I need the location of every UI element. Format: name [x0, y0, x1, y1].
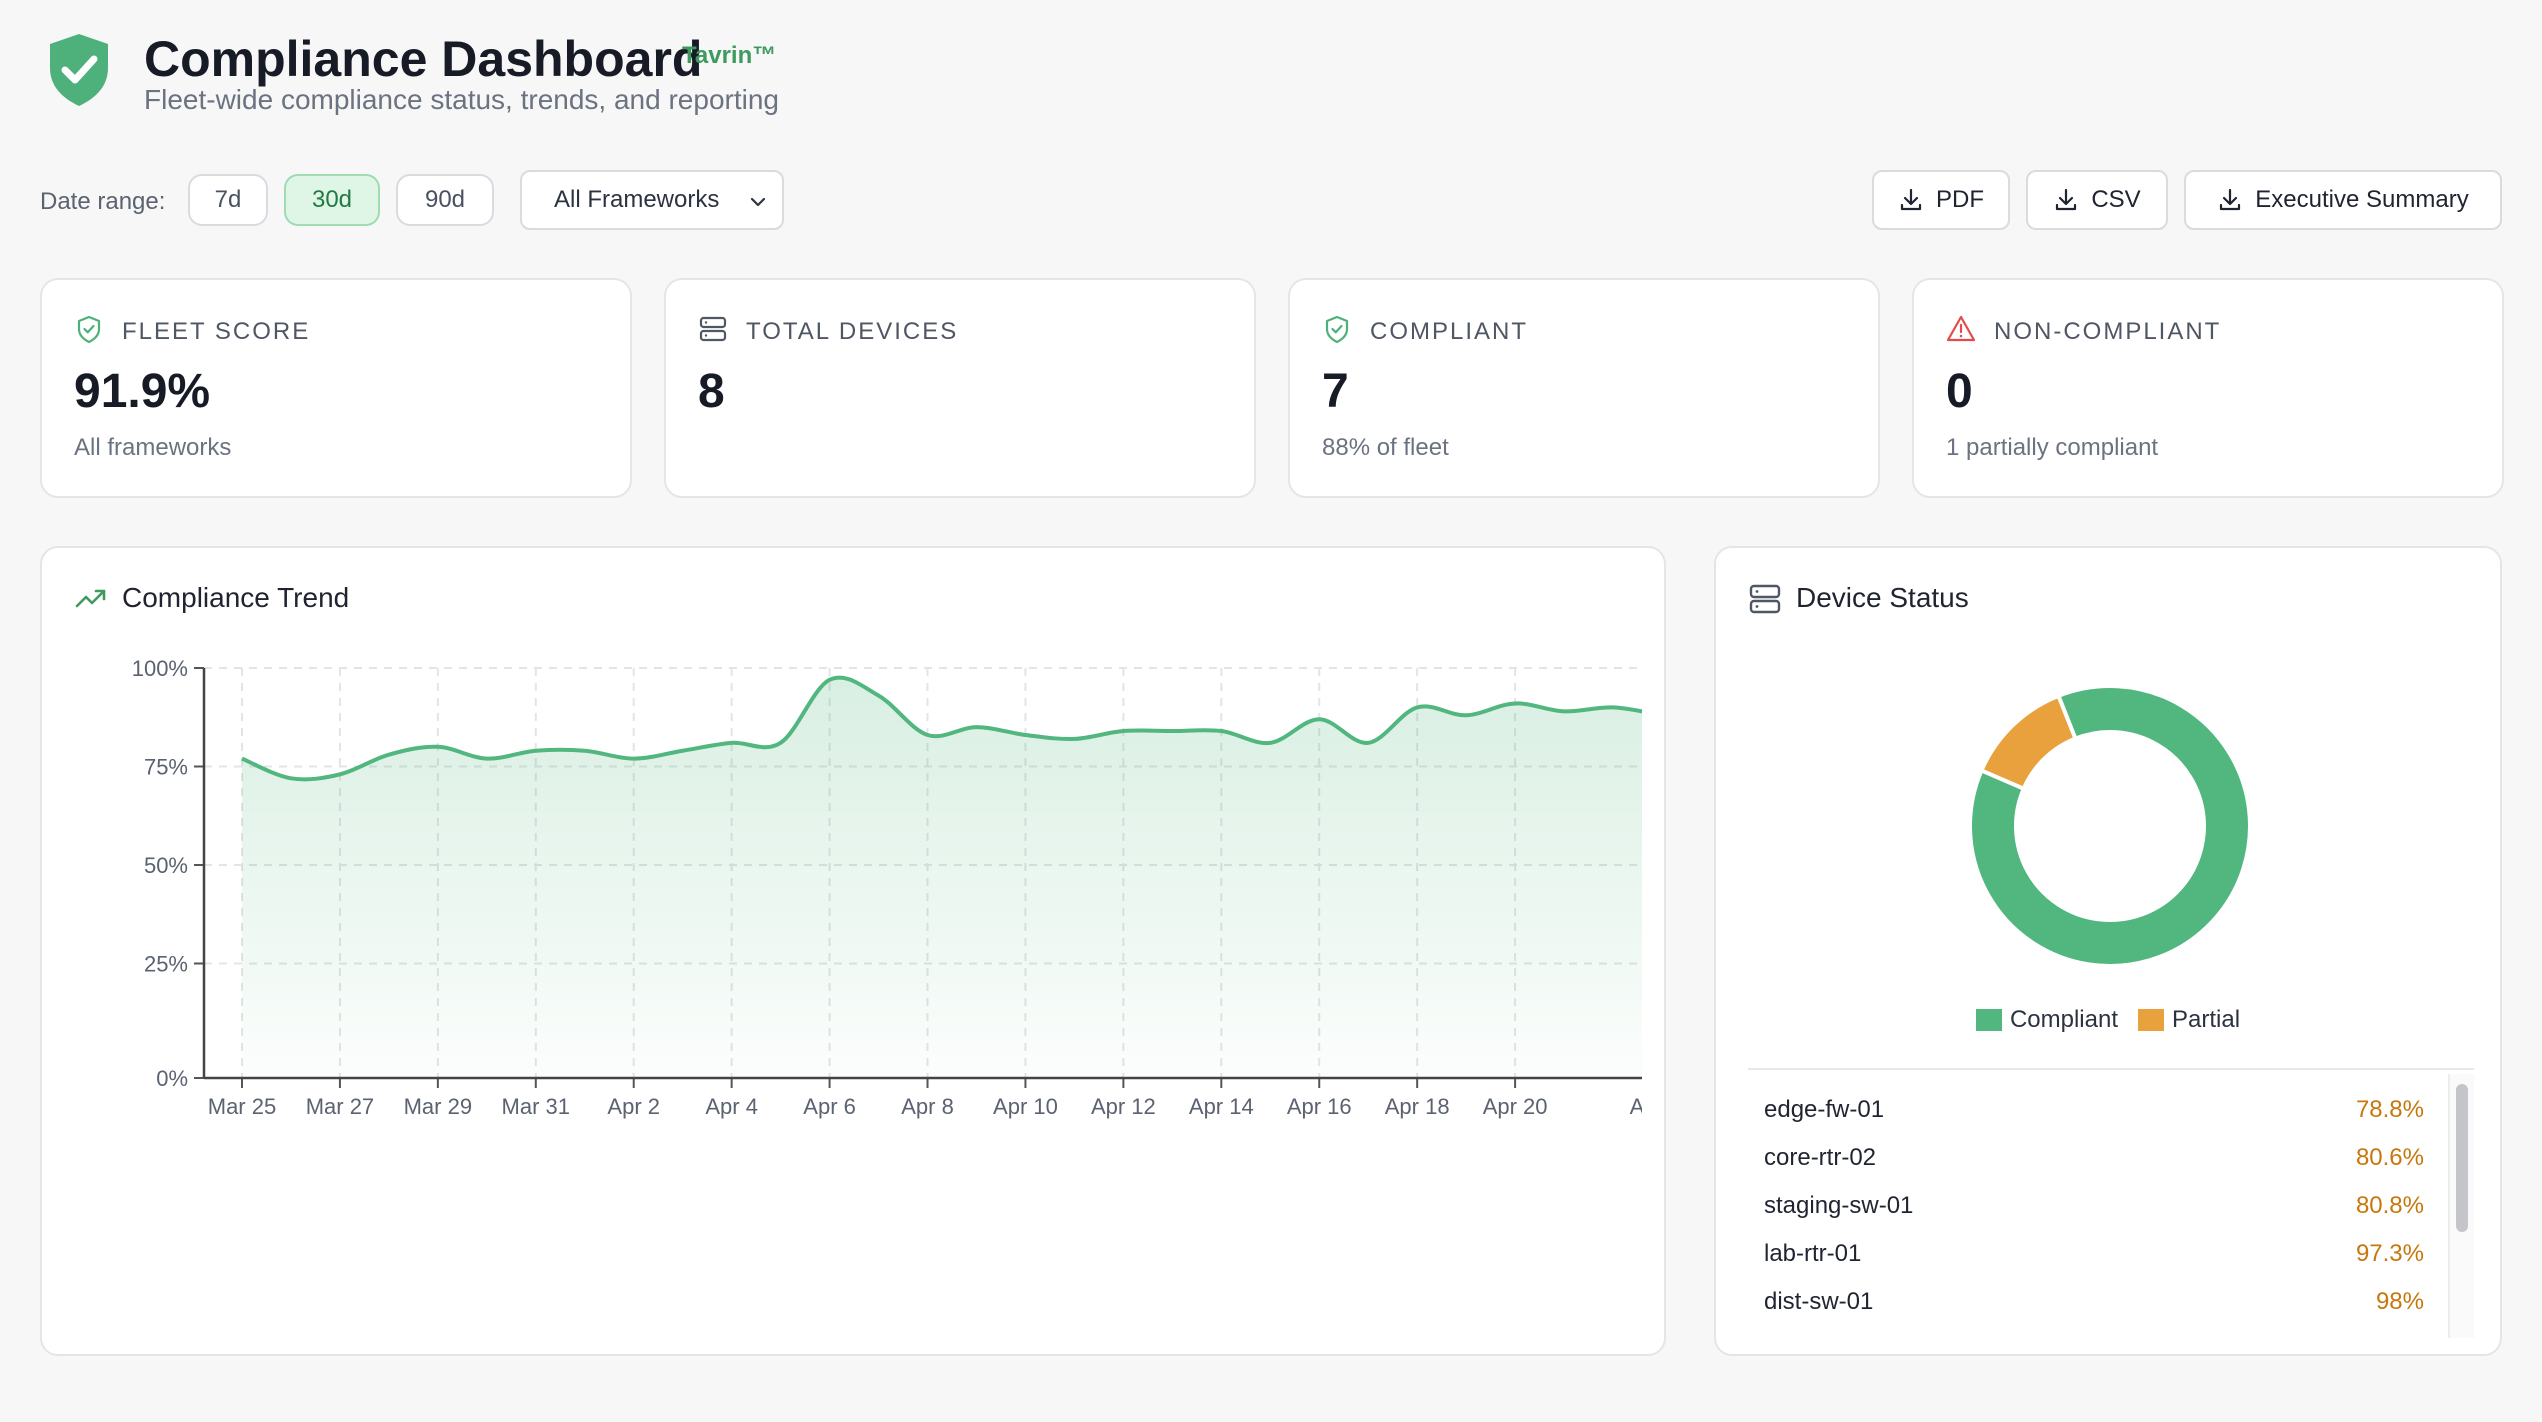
stat-subtext: 1 partially compliant	[1946, 434, 2159, 461]
stat-label: COMPLIANT	[1370, 318, 1529, 345]
x-tick-label: Mar 27	[306, 1094, 374, 1119]
server-icon	[699, 316, 727, 342]
x-tick-label: Mar 31	[502, 1094, 570, 1119]
range-7d-button[interactable]: 7d	[188, 174, 268, 226]
shield-check-icon	[77, 315, 101, 344]
legend-label: Compliant	[2009, 1006, 2118, 1033]
compliance-trend-chart: 0% 25% 50% 75% 100% Mar 25 Mar 27 Mar 29 Mar 31 A…	[132, 656, 1642, 1119]
stat-card-non-compliant: NON-COMPLIANT 0 1 partially compliant	[1912, 278, 2504, 498]
download-icon	[2056, 188, 2077, 211]
scrollbar-thumb[interactable]	[2456, 1084, 2468, 1232]
download-icon	[1900, 188, 1922, 211]
date-range-label: Date range:	[40, 188, 166, 215]
list-item[interactable]: dist-sw-01 98%	[1764, 1278, 2424, 1326]
range-90d-button[interactable]: 90d	[396, 174, 494, 226]
stat-value: 8	[698, 365, 725, 418]
page-title: Compliance Dashboard	[144, 31, 703, 87]
device-status-donut-chart	[1968, 684, 2252, 968]
range-30d-button[interactable]: 30d	[284, 174, 380, 226]
x-tick-label: Apr 16	[1287, 1094, 1352, 1119]
chevron-down-icon	[750, 197, 766, 207]
x-tick-label: Apr 10	[993, 1094, 1058, 1119]
export-executive-summary-label: Executive Summary	[2255, 186, 2469, 213]
device-score: 80.6%	[2355, 1144, 2424, 1171]
legend-swatch	[2138, 1009, 2164, 1031]
framework-select-value: All Frameworks	[554, 186, 720, 213]
stat-value: 7	[1322, 365, 1349, 418]
legend-swatch	[1975, 1009, 2002, 1031]
export-csv-button[interactable]: CSV	[2026, 170, 2168, 230]
x-tick-label: Apr 4	[705, 1094, 758, 1119]
shield-check-icon	[50, 34, 108, 106]
stat-label: FLEET SCORE	[122, 318, 311, 345]
device-score: 97.3%	[2355, 1240, 2424, 1267]
device-name: edge-fw-01	[1764, 1096, 1885, 1123]
trending-up-icon	[75, 589, 106, 608]
device-list[interactable]: edge-fw-01 78.8% core-rtr-02 80.6% stagi…	[1748, 1068, 2474, 1338]
shield-check-icon	[1325, 315, 1349, 344]
stat-value: 0	[1946, 365, 1973, 418]
x-tick-label: Mar 29	[404, 1094, 472, 1119]
stat-card-total-devices: TOTAL DEVICES 8	[664, 278, 1256, 498]
brand-name: Tavrin™	[682, 42, 777, 69]
toolbar: Date range: 7d 30d 90d All Frameworks PD…	[40, 170, 2502, 230]
donut-slice-compliant	[1968, 684, 2252, 968]
panel-title: Compliance Trend	[122, 582, 350, 613]
x-tick-label: Apr 14	[1189, 1094, 1254, 1119]
list-item[interactable]: lab-rtr-01 97.3%	[1764, 1230, 2424, 1278]
device-status-panel: Device Status Compliant Partial edge-fw-…	[1714, 546, 2502, 1356]
panel-title: Device Status	[1796, 582, 1969, 613]
stat-card-compliant: COMPLIANT 7 88% of fleet	[1288, 278, 1880, 498]
legend-item-compliant: Compliant	[1975, 1006, 2118, 1034]
export-pdf-label: PDF	[1936, 186, 1984, 213]
export-executive-summary-button[interactable]: Executive Summary	[2184, 170, 2502, 230]
stat-subtext: All frameworks	[74, 434, 232, 461]
y-tick-label: 0%	[156, 1066, 188, 1091]
x-tick-label: Apr 6	[803, 1094, 856, 1119]
legend-label: Partial	[2172, 1006, 2241, 1033]
x-tick-label: Mar 25	[208, 1094, 276, 1119]
list-item[interactable]: edge-fw-01 78.8%	[1764, 1086, 2424, 1134]
device-score: 80.8%	[2355, 1192, 2424, 1219]
alert-triangle-icon	[1946, 315, 1976, 342]
x-tick-label: Apr 2	[607, 1094, 660, 1119]
stat-label: NON-COMPLIANT	[1994, 318, 2222, 345]
device-name: lab-rtr-01	[1764, 1240, 1862, 1267]
stat-value: 91.9%	[74, 365, 211, 418]
list-item[interactable]: staging-sw-01 80.8%	[1764, 1182, 2424, 1230]
download-icon	[2220, 188, 2241, 211]
device-name: core-rtr-02	[1764, 1144, 1877, 1171]
framework-select[interactable]: All Frameworks	[520, 170, 784, 230]
page-subtitle: Fleet-wide compliance status, trends, an…	[144, 84, 779, 115]
trend-line	[241, 675, 1642, 782]
y-tick-label: 25%	[144, 952, 188, 977]
export-csv-label: CSV	[2091, 186, 2141, 213]
stat-card-fleet-score: FLEET SCORE 91.9% All frameworks	[40, 278, 632, 498]
y-tick-label: 75%	[144, 755, 188, 780]
scrollbar[interactable]	[2448, 1074, 2474, 1338]
export-pdf-button[interactable]: PDF	[1872, 170, 2010, 230]
legend-item-partial: Partial	[2138, 1006, 2240, 1034]
stat-label: TOTAL DEVICES	[746, 318, 959, 345]
device-name: dist-sw-01	[1764, 1288, 1874, 1315]
y-tick-label: 100%	[132, 656, 188, 681]
x-tick-label: Apr 8	[901, 1094, 954, 1119]
page-header: Compliance Dashboard Tavrin™ Fleet-wide …	[40, 30, 1440, 130]
donut-legend: Compliant Partial	[1716, 1006, 2500, 1034]
donut-slice-partial	[1978, 693, 2078, 792]
stat-subtext: 88% of fleet	[1322, 434, 1449, 461]
server-icon	[1749, 584, 1781, 614]
device-score: 78.8%	[2355, 1096, 2424, 1123]
compliance-trend-panel: Compliance Trend 0% 25% 50% 75% 100% Mar 25 Ma…	[40, 546, 1666, 1356]
x-tick-label: Apr 12	[1091, 1094, 1156, 1119]
x-tick-label: Apr 20	[1483, 1094, 1548, 1119]
x-tick-label: Apr 18	[1385, 1094, 1450, 1119]
list-item[interactable]: core-rtr-02 80.6%	[1764, 1134, 2424, 1182]
device-name: staging-sw-01	[1764, 1192, 1914, 1219]
x-tick-label: Apr 23	[1630, 1094, 1642, 1119]
device-score: 98%	[2375, 1288, 2424, 1315]
trend-area	[242, 677, 1642, 1078]
y-tick-label: 50%	[144, 853, 188, 878]
